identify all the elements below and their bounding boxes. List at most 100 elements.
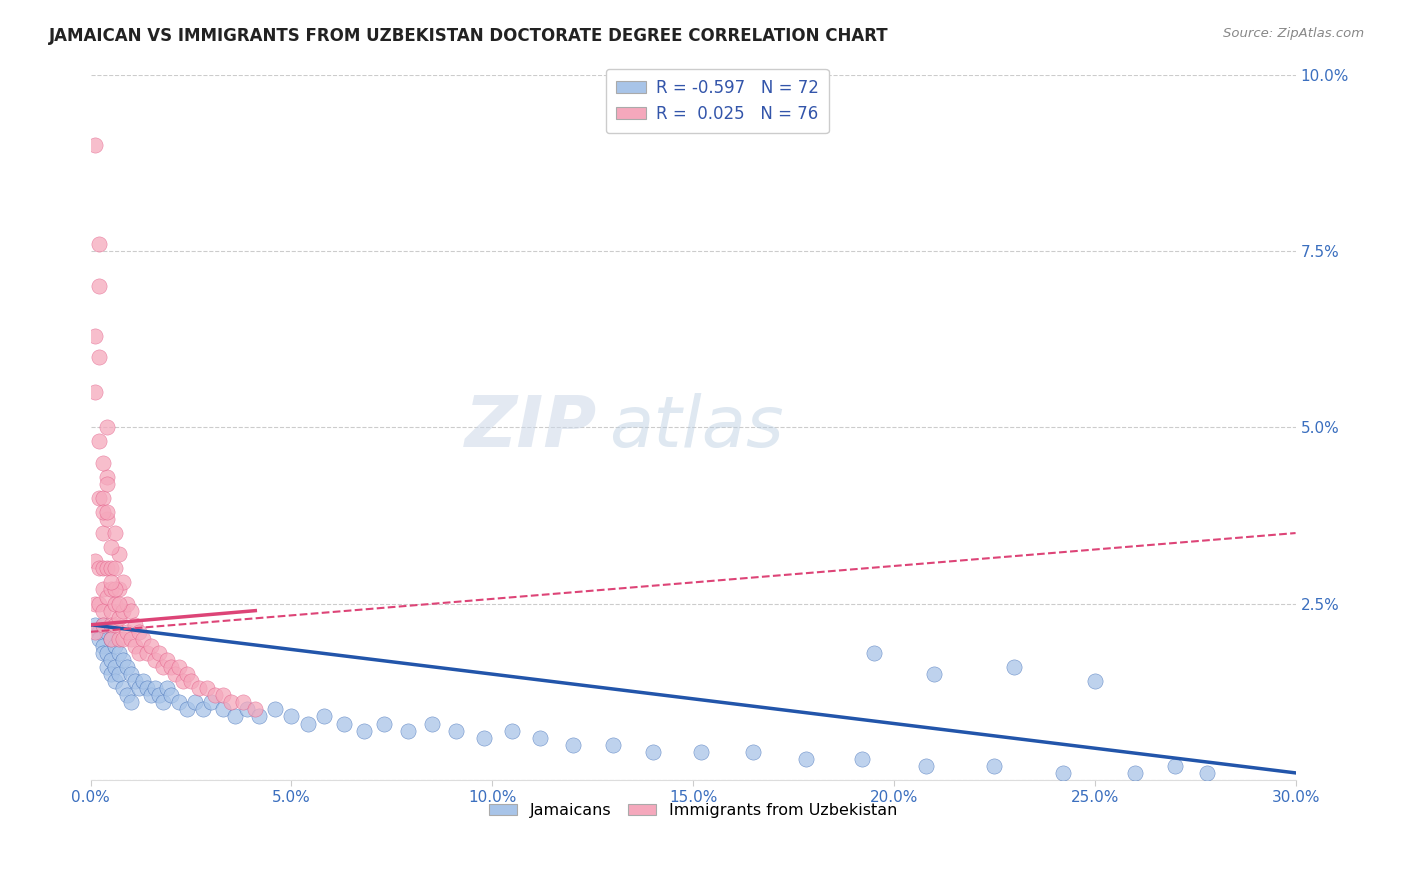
Point <box>1123 765 1146 780</box>
Point <box>107 597 129 611</box>
Point <box>87 491 110 505</box>
Point <box>120 695 142 709</box>
Point <box>280 709 302 723</box>
Point <box>100 632 122 646</box>
Point <box>100 604 122 618</box>
Point <box>219 695 242 709</box>
Point <box>91 582 114 597</box>
Point <box>167 660 190 674</box>
Point <box>373 716 395 731</box>
Point <box>167 695 190 709</box>
Point <box>91 639 114 653</box>
Point <box>96 646 118 660</box>
Text: Source: ZipAtlas.com: Source: ZipAtlas.com <box>1223 27 1364 40</box>
Point <box>641 745 664 759</box>
Point <box>96 660 118 674</box>
Point <box>96 420 118 434</box>
Point <box>602 738 624 752</box>
Point <box>128 624 150 639</box>
Point <box>91 505 114 519</box>
Point <box>1084 674 1107 689</box>
Point <box>132 632 155 646</box>
Point <box>87 279 110 293</box>
Point <box>143 681 166 696</box>
Point <box>107 632 129 646</box>
Point <box>160 688 183 702</box>
Point <box>184 695 207 709</box>
Point <box>107 547 129 561</box>
Point <box>212 688 235 702</box>
Point <box>104 582 127 597</box>
Point <box>501 723 523 738</box>
Text: ZIP: ZIP <box>464 392 596 462</box>
Point <box>148 688 170 702</box>
Point <box>1164 759 1187 773</box>
Point <box>107 582 129 597</box>
Point <box>115 688 138 702</box>
Point <box>188 681 211 696</box>
Point <box>83 617 105 632</box>
Point <box>91 491 114 505</box>
Point <box>87 561 110 575</box>
Point <box>851 752 873 766</box>
Point <box>91 617 114 632</box>
Point <box>87 236 110 251</box>
Point <box>115 660 138 674</box>
Point <box>863 646 886 660</box>
Point <box>111 681 134 696</box>
Point <box>96 505 118 519</box>
Point <box>96 624 118 639</box>
Point <box>396 723 419 738</box>
Point <box>107 667 129 681</box>
Point <box>96 512 118 526</box>
Point <box>104 674 127 689</box>
Point <box>160 660 183 674</box>
Point <box>100 575 122 590</box>
Text: JAMAICAN VS IMMIGRANTS FROM UZBEKISTAN DOCTORATE DEGREE CORRELATION CHART: JAMAICAN VS IMMIGRANTS FROM UZBEKISTAN D… <box>49 27 889 45</box>
Point <box>104 561 127 575</box>
Point <box>96 469 118 483</box>
Point <box>83 554 105 568</box>
Point <box>83 384 105 399</box>
Point <box>87 350 110 364</box>
Point <box>148 646 170 660</box>
Point <box>83 597 105 611</box>
Legend: Jamaicans, Immigrants from Uzbekistan: Jamaicans, Immigrants from Uzbekistan <box>482 797 904 825</box>
Point <box>135 646 157 660</box>
Point <box>100 582 122 597</box>
Point <box>124 639 146 653</box>
Point <box>111 604 134 618</box>
Point <box>143 653 166 667</box>
Point <box>247 709 270 723</box>
Point <box>100 653 122 667</box>
Point <box>176 667 198 681</box>
Point <box>204 688 226 702</box>
Point <box>742 745 765 759</box>
Point <box>100 540 122 554</box>
Point <box>104 639 127 653</box>
Point <box>111 653 134 667</box>
Point <box>91 456 114 470</box>
Point <box>111 632 134 646</box>
Point <box>172 674 194 689</box>
Point <box>200 695 222 709</box>
Point <box>104 660 127 674</box>
Point <box>224 709 246 723</box>
Point <box>983 759 1005 773</box>
Point <box>176 702 198 716</box>
Point <box>100 667 122 681</box>
Point <box>297 716 319 731</box>
Point <box>91 561 114 575</box>
Point <box>104 526 127 541</box>
Point <box>191 702 214 716</box>
Point <box>135 681 157 696</box>
Point <box>96 590 118 604</box>
Point <box>353 723 375 738</box>
Point <box>120 632 142 646</box>
Point <box>132 674 155 689</box>
Point <box>156 653 179 667</box>
Point <box>96 476 118 491</box>
Point <box>163 667 186 681</box>
Point <box>472 731 495 745</box>
Point <box>87 624 110 639</box>
